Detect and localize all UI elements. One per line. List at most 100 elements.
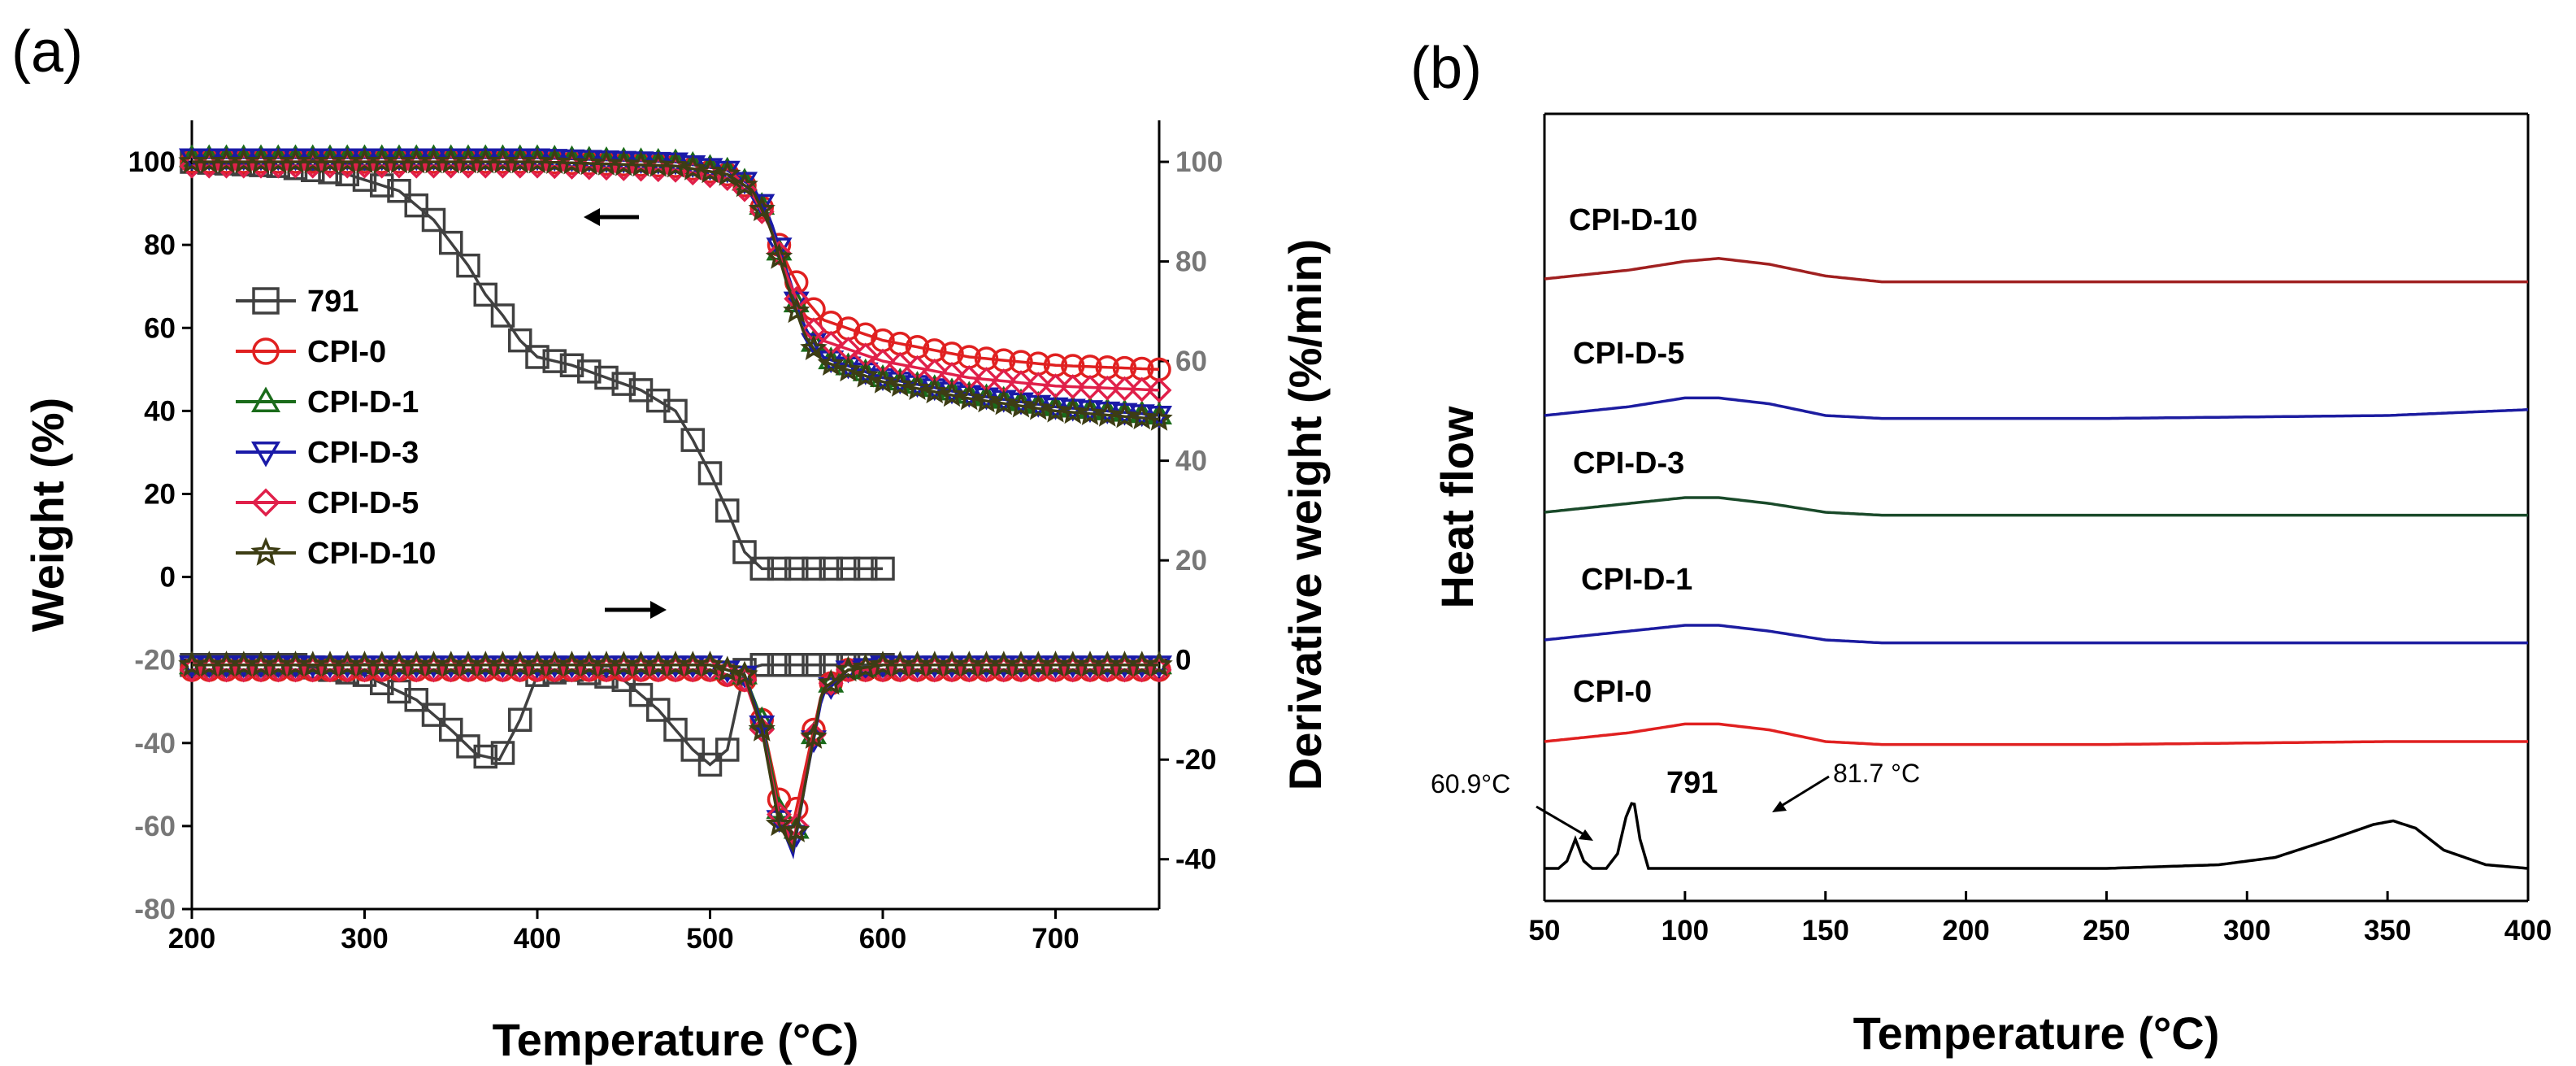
deriv-CPI-D-5-marker <box>1043 657 1068 683</box>
dsc-CPI-D-10-label: CPI-D-10 <box>1569 203 1697 237</box>
deriv-791-marker <box>715 737 740 762</box>
deriv-CPI-D-10-marker <box>748 715 775 742</box>
a-x-tick-label: 500 <box>686 923 733 955</box>
weight-CPI-D-10-marker <box>1024 394 1052 420</box>
legend-label: CPI-D-3 <box>307 436 419 470</box>
weight-791-marker <box>490 303 515 328</box>
deriv-CPI-D-5-marker <box>1060 657 1086 683</box>
weight-CPI-D-10-marker <box>834 355 862 382</box>
weight-CPI-D-5-marker <box>1129 376 1155 402</box>
deriv-CPI-D-5-marker <box>403 657 429 683</box>
a-derivative-curves <box>178 650 1173 860</box>
b-x-tick-label: 150 <box>1802 915 1849 946</box>
dsc-CPI-D-1-line <box>1544 624 2528 645</box>
deriv-CPI-D-10-marker <box>800 722 828 749</box>
deriv-CPI-D-5-marker <box>956 657 982 683</box>
panel-a-chart: 200 300 400 500 600 700100806040200-20-40-60-… <box>22 120 1331 1065</box>
b-x-tick-label: 400 <box>2504 915 2552 946</box>
deriv-CPI-D-5-marker <box>939 657 965 683</box>
deriv-CPI-D-5-marker <box>541 657 567 683</box>
weight-791-marker <box>525 345 550 369</box>
a-y2-tick-label: 40 <box>1175 446 1207 477</box>
deriv-CPI-D-5-marker <box>922 657 948 683</box>
legend-label: 791 <box>307 285 358 319</box>
b-ticks: 50 100 150 200 250 300 350 400 <box>1529 891 2552 946</box>
deriv-CPI-D-5-marker <box>887 657 913 683</box>
a-y-tick-label: 0 <box>160 562 176 594</box>
weight-791-marker <box>697 461 723 485</box>
deriv-CPI-D-10-marker <box>783 816 810 842</box>
weight-CPI-D-10-marker <box>1059 398 1087 424</box>
weight-CPI-D-10-marker <box>679 154 706 181</box>
peak-annotation-2: 81.7 °C <box>1833 759 1920 788</box>
dsc-CPI-0-line <box>1544 722 2528 746</box>
deriv-CPI-D-5-marker <box>1112 657 1137 683</box>
deriv-CPI-D-5-marker <box>1094 657 1120 683</box>
weight-791-marker <box>628 378 654 402</box>
deriv-CPI-D-5-marker <box>421 657 446 683</box>
dsc-CPI-0-label: CPI-0 <box>1573 675 1652 709</box>
b-x-tick-label: 250 <box>2083 915 2130 946</box>
deriv-CPI-D-5-marker <box>352 657 377 683</box>
left-arrow-icon <box>584 208 639 226</box>
weight-791-marker <box>439 230 463 255</box>
weight-791-marker <box>871 556 895 581</box>
weight-CPI-D-10-marker <box>1128 403 1156 430</box>
dsc-CPI-D-5-label: CPI-D-5 <box>1573 337 1684 371</box>
b-x-tick-label: 200 <box>1942 915 1989 946</box>
peak-annotation-1: 60.9°C <box>1431 769 1510 798</box>
deriv-791-marker <box>680 737 705 762</box>
right-arrow-icon <box>605 601 667 619</box>
deriv-CPI-D-5-marker <box>265 657 291 683</box>
b-x-tick-label: 100 <box>1662 915 1709 946</box>
deriv-CPI-D-5-marker <box>248 657 274 683</box>
weight-CPI-D-5-marker <box>1077 374 1103 400</box>
deriv-CPI-D-1-line <box>192 664 1159 851</box>
weight-791-marker <box>456 253 480 278</box>
weight-CPI-D-10-marker <box>972 386 1001 413</box>
deriv-CPI-D-10-marker <box>1145 650 1173 677</box>
b-x-tick-label: 350 <box>2364 915 2411 946</box>
deriv-CPI-D-5-marker <box>1146 657 1172 683</box>
a-y2-tick-label: -20 <box>1175 744 1217 776</box>
dsc-791-line <box>1544 802 2529 870</box>
deriv-CPI-D-5-marker <box>1129 657 1155 683</box>
legend-marker <box>250 386 281 412</box>
dsc-791-label: 791 <box>1666 766 1718 800</box>
weight-CPI-D-10-marker <box>765 242 793 269</box>
weight-CPI-D-10-marker <box>869 367 897 394</box>
deriv-CPI-D-5-marker <box>231 657 257 683</box>
deriv-CPI-D-5-marker <box>1008 657 1034 683</box>
weight-CPI-D-10-marker <box>886 371 914 397</box>
a-x-tick-label: 700 <box>1032 923 1079 955</box>
deriv-CPI-D-10-marker <box>731 660 758 687</box>
panel-b-chart: 50 100 150 200 250 300 350 400 CPI-D-10CPI-D-5C… <box>1431 112 2552 1059</box>
deriv-CPI-D-3-line <box>192 664 1159 860</box>
weight-CPI-D-5-marker <box>1060 374 1086 400</box>
b-annotations: 60.9°C 81.7 °C <box>1431 759 1920 841</box>
a-x-axis-label: Temperature (°C) <box>493 1014 859 1065</box>
deriv-CPI-D-5-marker <box>576 657 602 683</box>
weight-CPI-D-10-marker <box>938 381 966 407</box>
legend-marker <box>250 442 281 468</box>
deriv-CPI-D-5-marker <box>645 657 671 683</box>
a-y2-tick-label: -40 <box>1175 844 1217 876</box>
weight-CPI-D-10-marker <box>1110 402 1139 429</box>
deriv-CPI-D-5-marker <box>386 657 412 683</box>
a-x-tick-label: 600 <box>859 923 906 955</box>
weight-791-marker <box>542 349 567 373</box>
weight-791-line <box>191 160 883 571</box>
a-y-tick-label: 100 <box>128 146 176 178</box>
dsc-CPI-D-5-line <box>1544 396 2529 420</box>
weight-CPI-D-5-marker <box>1043 373 1068 399</box>
weight-CPI-D-10-marker <box>817 350 845 376</box>
dsc-CPI-D-1-label: CPI-D-1 <box>1581 563 1692 597</box>
deriv-CPI-D-5-line <box>192 668 1159 850</box>
weight-CPI-D-10-marker <box>903 374 932 400</box>
deriv-CPI-D-5-marker <box>455 657 481 683</box>
dsc-CPI-D-3-label: CPI-D-3 <box>1573 446 1684 481</box>
deriv-CPI-D-5-marker <box>369 657 395 683</box>
a-ticks: 200 300 400 500 600 700100806040200-20-40-60-… <box>128 146 1223 955</box>
weight-791-marker <box>680 428 705 452</box>
deriv-CPI-D-5-marker <box>524 657 550 683</box>
